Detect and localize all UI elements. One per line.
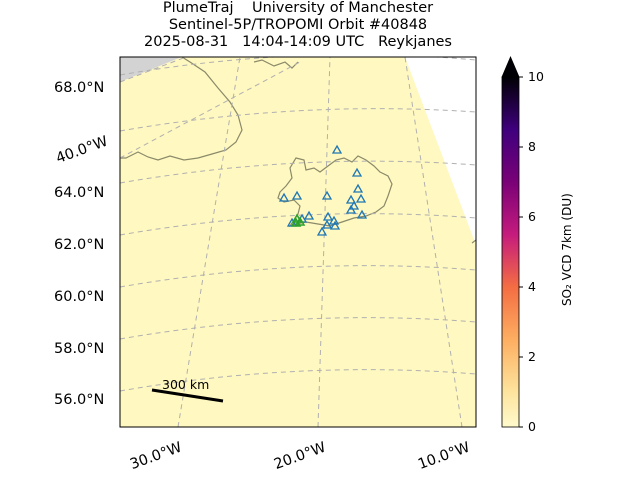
volcano-marker — [345, 194, 357, 204]
colorbar-tick-10: 10 — [528, 69, 544, 84]
lat-label-58: 58.0°N — [54, 341, 105, 357]
lat-label-68: 68.0°N — [54, 80, 105, 96]
greenland-coastline — [120, 57, 299, 161]
island-coastline — [471, 239, 476, 244]
so2-field — [120, 57, 476, 427]
volcano-marker — [331, 144, 343, 154]
colorbar — [501, 55, 523, 428]
lat-label-60: 60.0°N — [54, 289, 105, 305]
lat-label-56: 56.0°N — [54, 392, 105, 408]
active-volcano-markers — [290, 213, 306, 227]
colorbar-label: SO₂ VCD 7km (DU) — [560, 193, 574, 306]
figure-title: PlumeTraj University of Manchester Senti… — [118, 0, 478, 51]
volcano-marker — [329, 220, 341, 230]
map-area — [120, 57, 476, 427]
volcano-marker — [321, 190, 333, 200]
volcano-marker — [348, 200, 360, 210]
volcano-marker — [303, 210, 315, 220]
lat-label-62: 62.0°N — [54, 237, 105, 253]
scale-bar — [151, 388, 224, 403]
colorbar-tick-6: 6 — [528, 209, 536, 224]
volcano-marker — [352, 183, 364, 193]
volcano-marker — [291, 190, 303, 200]
title-line-3: 2025-08-31 14:04-14:09 UTC Reykjanes — [144, 34, 452, 50]
title-line-2: Sentinel-5P/TROPOMI Orbit #40848 — [168, 17, 428, 33]
iceland-coastline — [277, 155, 393, 228]
colorbar-extend-arrow — [501, 55, 520, 78]
lat-label-64: 64.0°N — [54, 185, 105, 201]
volcano-marker — [345, 204, 357, 214]
volcano-marker — [278, 192, 290, 202]
active-volcano-marker — [290, 217, 302, 227]
volcano-marker — [316, 226, 328, 236]
colorbar-tick-0: 0 — [528, 419, 536, 434]
volcano-marker — [356, 209, 368, 219]
colorbar-tick-2: 2 — [528, 349, 536, 364]
volcano-marker — [355, 193, 367, 203]
title-line-1: PlumeTraj University of Manchester — [162, 0, 434, 16]
volcano-markers — [278, 144, 368, 236]
colorbar-tick-8: 8 — [528, 139, 536, 154]
volcano-marker — [351, 167, 363, 177]
volcano-marker — [322, 211, 334, 221]
colorbar-tick-4: 4 — [528, 279, 536, 294]
volcano-marker — [321, 219, 333, 229]
graticule — [120, 57, 476, 427]
scale-bar-label: 300 km — [162, 377, 210, 392]
